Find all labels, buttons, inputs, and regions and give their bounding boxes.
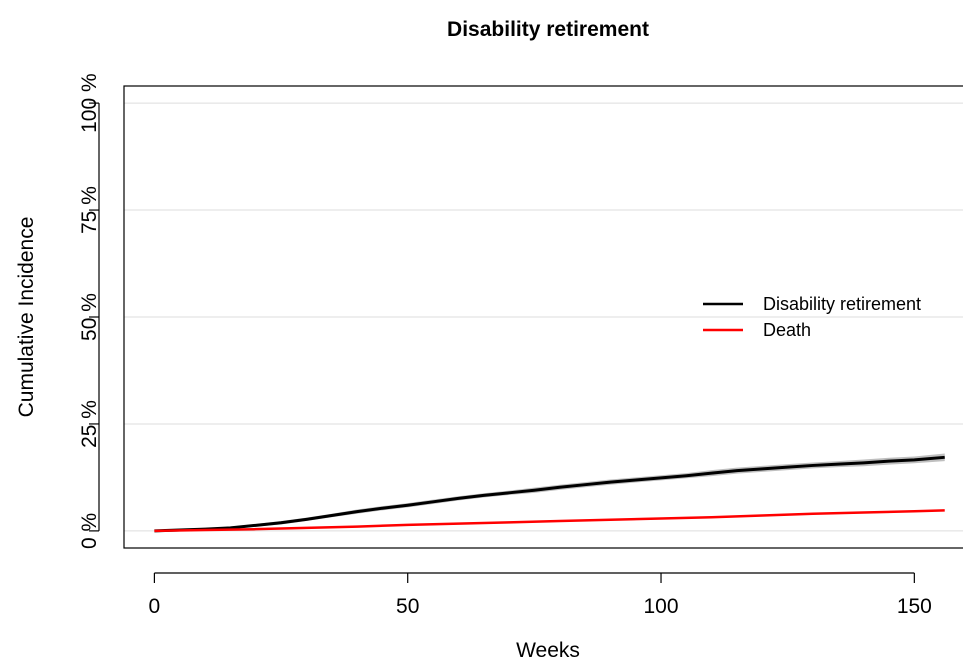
grid-lines <box>124 102 963 532</box>
x-axis: 0 50 100 150 <box>149 572 932 618</box>
plot-frame <box>123 85 963 549</box>
x-tick-label-50: 50 <box>396 595 419 618</box>
legend: Disability retirement Death <box>703 294 921 340</box>
x-tick-label-150: 150 <box>897 595 932 618</box>
y-tick-label-75: 75 % <box>78 186 101 234</box>
y-tick-label-100: 100 % <box>78 73 101 133</box>
legend-label-death: Death <box>763 320 811 340</box>
chart-title: Disability retirement <box>447 18 649 41</box>
x-axis-label: Weeks <box>516 639 580 661</box>
series-line-death <box>154 509 945 533</box>
x-tick-label-100: 100 <box>644 595 679 618</box>
y-tick-label-25: 25 % <box>78 400 101 448</box>
y-axis: 0 % 25 % 50 % 75 % 100 % <box>78 73 101 549</box>
series-line-disability-retirement <box>154 455 945 533</box>
y-tick-label-0: 0 % <box>78 513 101 549</box>
y-axis-label: Cumulative Incidence <box>15 217 38 418</box>
x-tick-label-0: 0 <box>149 595 161 618</box>
series-lines <box>154 455 945 533</box>
y-tick-label-50: 50 % <box>78 293 101 341</box>
legend-label-disability-retirement: Disability retirement <box>763 294 921 314</box>
